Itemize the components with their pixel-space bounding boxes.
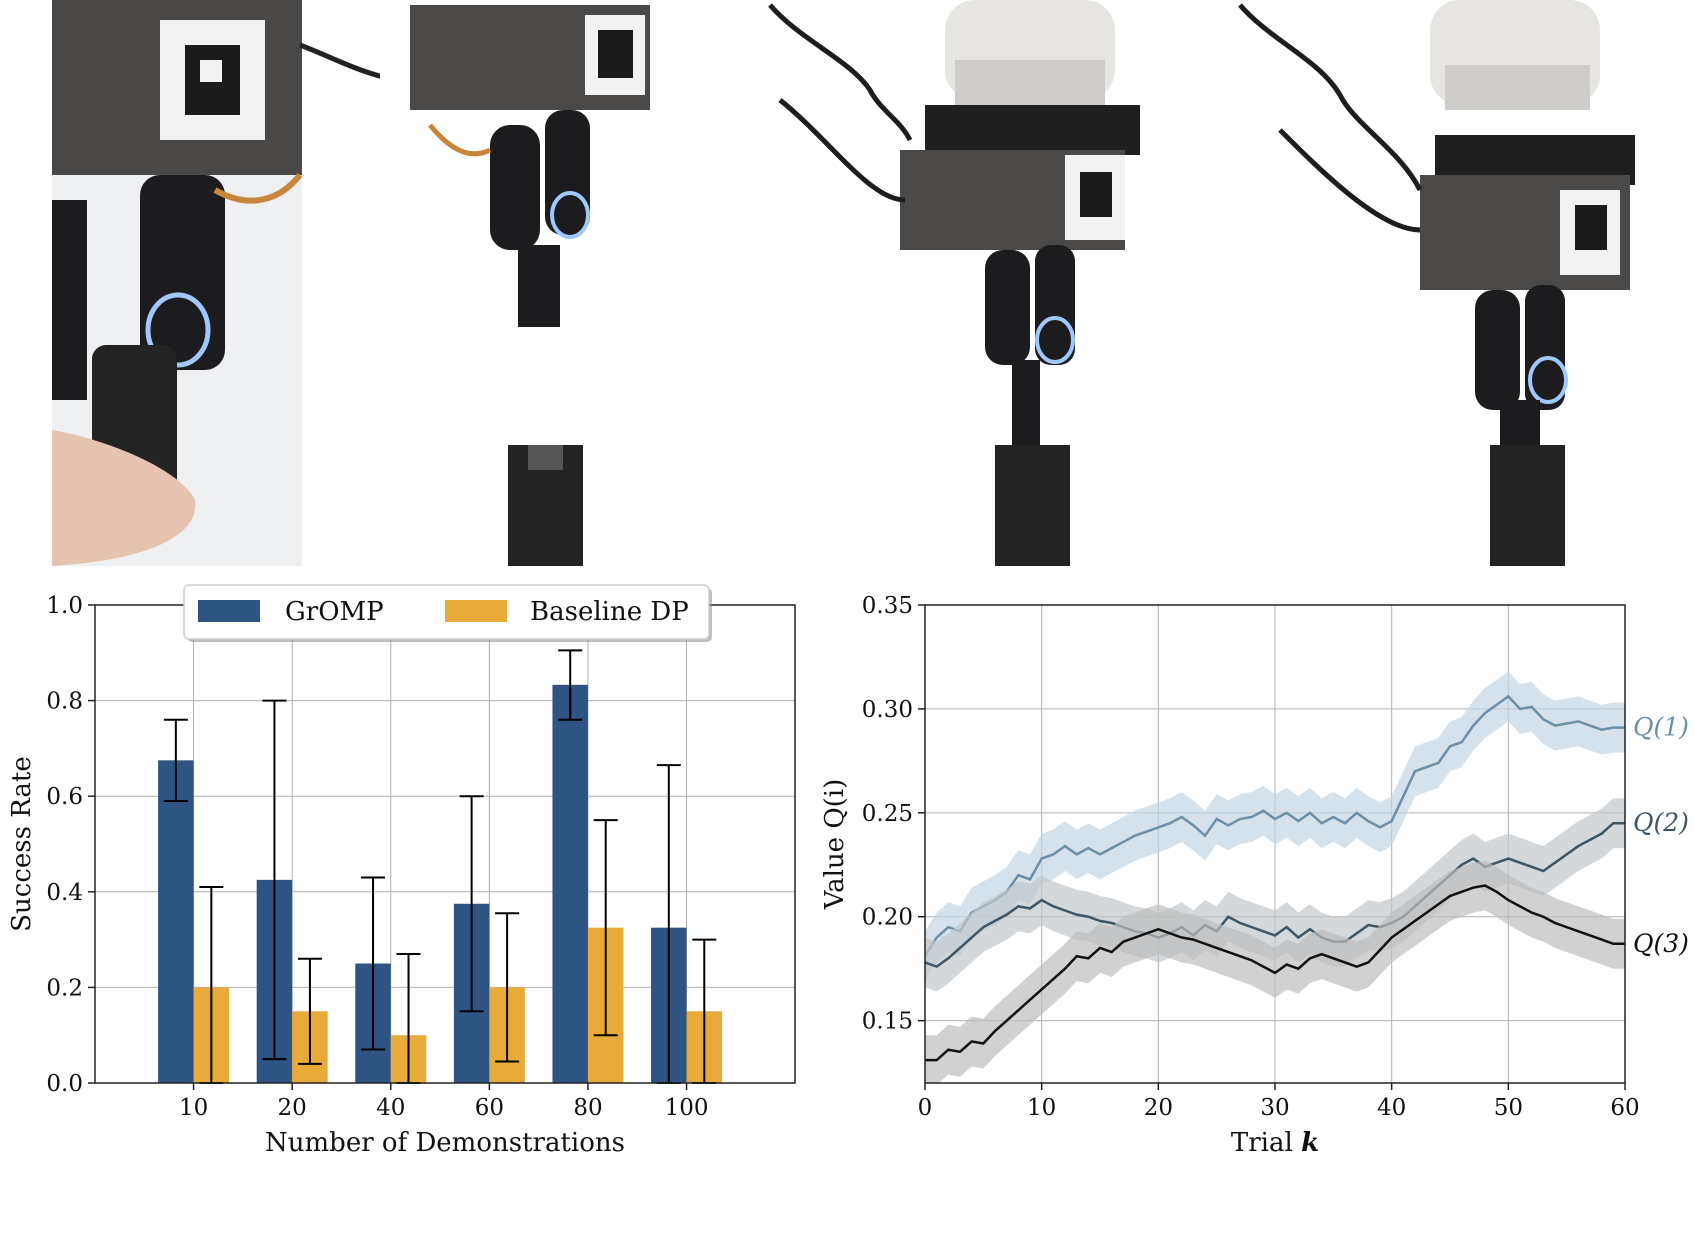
line-y-tick-label: 0.15 [862, 1009, 913, 1035]
bar-chart-y-ticks: 0.0 0.2 0.4 0.6 0.8 1.0 [46, 593, 95, 1097]
series-label-q1: Q(1) [1633, 713, 1689, 742]
legend-swatch-baseline-dp [445, 600, 507, 622]
line-chart-y-ticks: 0.15 0.20 0.25 0.30 0.35 [862, 593, 925, 1035]
bar-x-tick-label: 40 [376, 1095, 405, 1121]
bar-gromp [552, 684, 588, 1083]
series-line-q3 [925, 884, 1625, 1062]
photo-panel-gripper-above-socket [380, 0, 650, 566]
bar-chart-x-ticks: 10 20 40 60 80 100 [179, 1083, 709, 1121]
bar-chart-bars [158, 684, 723, 1083]
bar-chart-x-axis-label: Number of Demonstrations [265, 1128, 625, 1158]
line-chart-x-ticks: 0 10 20 30 40 50 60 [918, 1083, 1640, 1121]
bar-x-tick-label: 100 [665, 1095, 709, 1121]
bar-gromp [158, 760, 194, 1083]
series-line-q1 [925, 694, 1625, 957]
legend-swatch-gromp [198, 600, 260, 622]
charts-area: 0.00.20.40.60.81.0 10 20 40 60 80 100 Number … [7, 584, 1689, 1158]
line-chart-x-axis-label: Trial k [1231, 1128, 1319, 1158]
bar-chart-y-axis-label: Success Rate [7, 756, 37, 932]
line-x-tick-label: 60 [1610, 1095, 1639, 1121]
series-label-q3: Q(3) [1633, 929, 1689, 958]
line-x-tick-label: 0 [918, 1095, 933, 1121]
bar-y-tick-label: 0.2 [46, 975, 83, 1001]
bar-x-tick-label: 80 [573, 1095, 602, 1121]
bar-y-tick-label: 0.4 [46, 880, 83, 906]
line-chart-x-axis-label-symbol: k [1301, 1128, 1319, 1158]
photo-panel-robot-inserting-peg [715, 0, 1140, 566]
line-chart-series [925, 671, 1625, 1083]
line-x-tick-label: 40 [1377, 1095, 1406, 1121]
line-x-tick-label: 10 [1027, 1095, 1056, 1121]
bar-chart-error-bars [163, 649, 717, 1084]
line-y-tick-label: 0.30 [862, 697, 913, 723]
bar-chart-success-rate: 0.0 0.2 0.4 0.6 0.8 1.0 10 20 40 60 80 100 Number … [7, 584, 796, 1158]
bar-y-tick-label: 0.8 [46, 689, 83, 715]
bar-y-tick-label: 1.0 [46, 593, 83, 619]
line-y-tick-label: 0.35 [862, 593, 913, 619]
bar-y-tick-label: 0.0 [46, 1071, 83, 1097]
bar-x-tick-label: 20 [278, 1095, 307, 1121]
line-x-tick-label: 30 [1260, 1095, 1289, 1121]
photo-strip [52, 0, 1665, 566]
bar-x-tick-label: 10 [179, 1095, 208, 1121]
photo-panel-hand-guided-demonstration [52, 0, 441, 566]
confidence-band-q1 [925, 671, 1625, 982]
line-y-tick-label: 0.20 [862, 905, 913, 931]
line-x-tick-label: 50 [1494, 1095, 1523, 1121]
line-chart-series-labels: Q(1) Q(2) Q(3) [1633, 713, 1689, 958]
photo-panel-robot-peg-inserted [1210, 0, 1665, 566]
series-label-q2: Q(2) [1633, 808, 1689, 837]
legend-label-gromp: GrOMP [285, 597, 384, 627]
line-y-tick-label: 0.25 [862, 801, 913, 827]
line-chart-y-axis-label: Value Q(i) [820, 779, 850, 911]
bar-y-tick-label: 0.6 [46, 784, 83, 810]
line-chart-x-axis-label-text: Trial [1231, 1128, 1293, 1158]
line-chart-value-q: 0.150.200.250.300.35 0 10 20 30 40 50 60 Q(1)Q… [820, 593, 1689, 1158]
legend-label-baseline-dp: Baseline DP [530, 597, 689, 627]
line-x-tick-label: 20 [1144, 1095, 1173, 1121]
bar-chart-legend: GrOMP Baseline DP [183, 584, 712, 642]
bar-x-tick-label: 60 [475, 1095, 504, 1121]
series-line-q2 [925, 821, 1625, 969]
